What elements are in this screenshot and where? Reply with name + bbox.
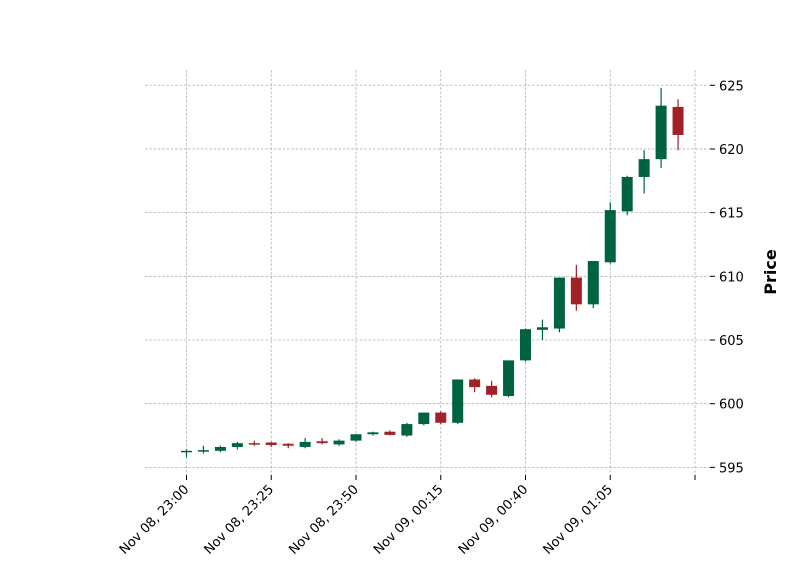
candle	[316, 438, 328, 445]
candle	[299, 438, 311, 449]
candle	[570, 264, 582, 311]
y-axis: 595 600 605 610 615 620 625	[710, 79, 744, 476]
candle	[401, 422, 413, 437]
candle	[638, 150, 650, 194]
candle-body-up	[604, 210, 616, 263]
candle-body-up	[638, 159, 650, 177]
candle	[435, 411, 447, 425]
candle-body-up	[197, 450, 209, 452]
x-tick-label: Nov 08, 23:00	[117, 482, 193, 558]
x-tick-label: Nov 08, 23:25	[202, 482, 278, 558]
y-tick-label: 610	[719, 270, 744, 285]
candle-body-down	[282, 443, 294, 446]
candle	[536, 319, 548, 340]
candle	[469, 378, 481, 393]
candle-body-up	[350, 434, 362, 441]
candle	[621, 175, 633, 216]
candle	[553, 277, 565, 333]
candle-body-down	[469, 379, 481, 388]
candle-body-up	[452, 379, 464, 423]
candle	[452, 379, 464, 425]
candle	[214, 445, 226, 453]
candle	[350, 434, 362, 442]
candle-body-up	[333, 440, 345, 445]
candle	[231, 441, 243, 450]
candle-body-up	[587, 261, 599, 305]
candle	[655, 87, 667, 169]
candle-body-up	[401, 424, 413, 436]
candle	[418, 412, 430, 426]
candle-body-down	[672, 106, 684, 135]
candle	[672, 99, 684, 151]
candle-body-up	[214, 446, 226, 451]
candle	[197, 445, 209, 454]
candle	[333, 439, 345, 446]
candle-body-down	[486, 385, 498, 395]
candle-body-down	[265, 442, 277, 446]
candle-body-up	[553, 277, 565, 329]
candle	[384, 430, 396, 436]
x-tick-label: Nov 09, 00:40	[456, 482, 532, 558]
candle-body-down	[435, 412, 447, 423]
candle-body-up	[181, 450, 192, 453]
candle	[604, 202, 616, 264]
y-tick-label: 625	[719, 79, 744, 94]
candle	[503, 360, 515, 398]
grid	[145, 70, 710, 475]
candle-body-up	[503, 360, 515, 397]
y-axis-title: Price	[761, 249, 780, 295]
candle-body-up	[299, 441, 311, 447]
y-tick-label: 595	[719, 461, 744, 476]
candle-body-up	[367, 432, 379, 435]
candles	[181, 87, 684, 458]
candle	[367, 431, 379, 436]
x-axis: Nov 08, 23:00 Nov 08, 23:25 Nov 08, 23:50 N…	[117, 475, 696, 558]
y-tick-label: 615	[719, 207, 744, 222]
candle-body-down	[248, 443, 260, 445]
candle-body-down	[316, 441, 328, 444]
candle	[248, 440, 260, 446]
candle-body-up	[231, 443, 243, 447]
candle	[265, 441, 277, 447]
y-tick-label: 600	[719, 398, 744, 413]
candle-body-up	[520, 329, 531, 361]
y-tick-label: 620	[719, 143, 744, 158]
candle-body-down	[384, 431, 396, 435]
candle-body-up	[655, 105, 667, 160]
candle-body-down	[570, 277, 582, 305]
candle-body-up	[621, 176, 633, 212]
x-tick-label: Nov 08, 23:50	[286, 482, 362, 558]
x-tick-label: Nov 09, 01:05	[541, 482, 617, 558]
candle	[181, 449, 192, 458]
candle	[282, 443, 294, 449]
candle	[587, 261, 599, 309]
y-tick-label: 605	[719, 334, 744, 349]
candle	[486, 380, 498, 398]
candle-body-up	[418, 412, 430, 425]
candle-body-up	[536, 327, 548, 330]
x-tick-label: Nov 09, 00:15	[371, 482, 447, 558]
candle	[520, 328, 531, 362]
